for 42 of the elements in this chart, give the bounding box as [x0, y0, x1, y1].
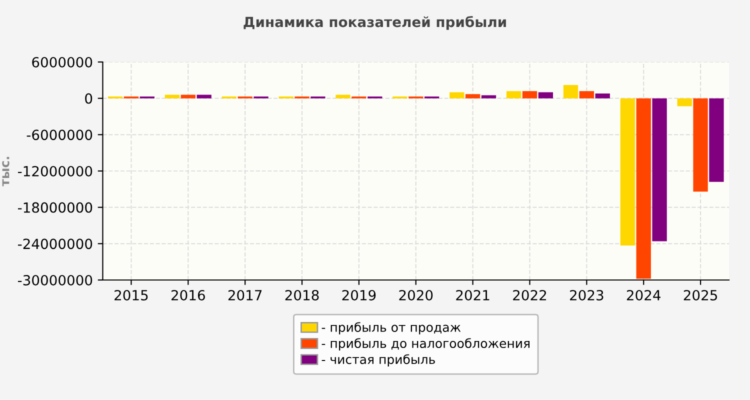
bar: [693, 98, 708, 192]
bar: [506, 91, 522, 98]
bar: [595, 93, 610, 98]
bar: [450, 92, 464, 98]
y-tick-label: -24000000: [18, 238, 92, 250]
bar: [180, 94, 196, 98]
bar: [481, 95, 496, 98]
x-tick-label: 2016: [171, 290, 205, 300]
chart-title: Динамика показателей прибыли: [244, 16, 506, 30]
x-tick-label: 2025: [684, 290, 717, 300]
y-tick-label: 0: [85, 93, 92, 104]
bar: [652, 98, 667, 242]
bar: [465, 94, 480, 98]
legend-label: - прибыль до налогообложения: [322, 338, 530, 350]
legend-label: - чистая прибыль: [322, 354, 435, 367]
y-tick-label: -6000000: [26, 130, 92, 140]
x-tick-label: 2021: [456, 290, 490, 300]
bar: [563, 85, 578, 98]
x-tick-label: 2018: [285, 290, 319, 300]
x-tick-label: 2022: [513, 290, 546, 300]
bar: [522, 91, 538, 98]
legend-label: - прибыль от продаж: [322, 322, 461, 334]
bar: [336, 94, 350, 98]
bar: [709, 98, 724, 182]
x-tick-label: 2020: [399, 290, 433, 300]
y-tick-label: -18000000: [18, 202, 92, 213]
bar: [579, 91, 594, 98]
x-tick-label: 2017: [228, 290, 262, 300]
x-tick-label: 2015: [114, 290, 148, 300]
y-tick-label: -12000000: [18, 166, 92, 176]
y-tick-label: 6000000: [32, 56, 92, 68]
x-tick-label: 2024: [626, 290, 660, 300]
bar: [538, 92, 554, 98]
x-tick-label: 2019: [342, 290, 376, 300]
x-tick-label: 2023: [570, 290, 604, 300]
bar: [620, 98, 635, 246]
bar: [196, 94, 212, 98]
y-tick-label: -30000000: [18, 274, 92, 286]
bar: [636, 98, 651, 279]
y-axis-title: тыс.: [2, 156, 10, 186]
bar: [164, 94, 180, 98]
bar: [677, 98, 692, 106]
